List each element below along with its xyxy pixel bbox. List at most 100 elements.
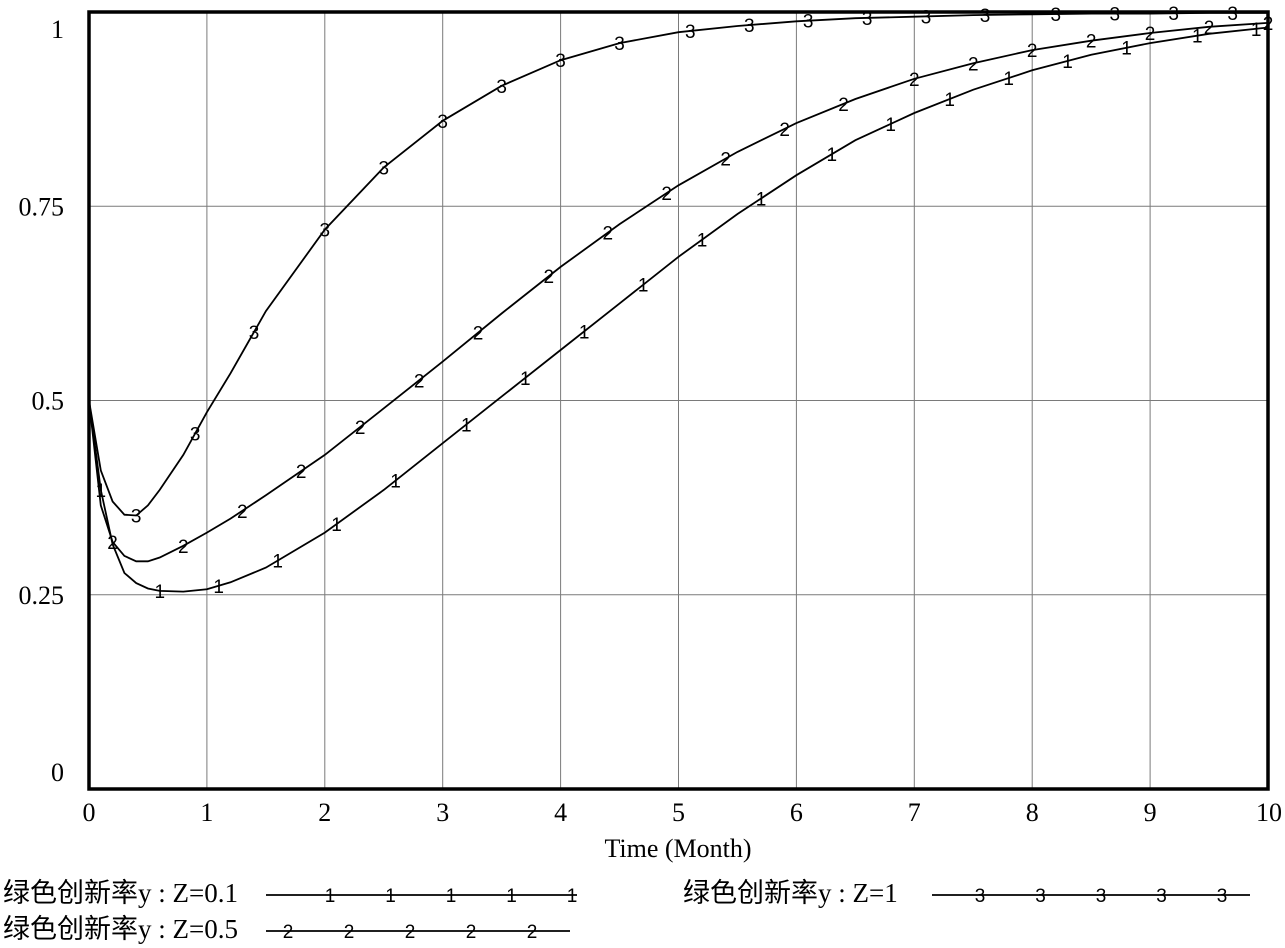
series-1-marker: 1 — [272, 552, 283, 573]
series-1-marker: 1 — [520, 369, 531, 390]
series-2-marker: 2 — [237, 502, 248, 523]
legend-label-2: 绿色创新率y : Z=0.5 — [3, 914, 238, 944]
series-2-marker: 2 — [909, 70, 920, 91]
series-2-marker: 2 — [107, 533, 118, 554]
series-1-marker: 1 — [1062, 52, 1073, 73]
series-1-marker: 1 — [697, 231, 708, 252]
legend-marker-1: 1 — [325, 886, 336, 907]
legend-marker-3: 3 — [1035, 886, 1046, 907]
series-1-marker: 1 — [213, 577, 224, 598]
series-1-marker: 1 — [944, 90, 955, 111]
legend-label-3: 绿色创新率y : Z=1 — [683, 878, 898, 908]
series-1-marker: 1 — [1003, 69, 1014, 90]
series-3-marker: 3 — [249, 323, 260, 344]
plot-area-frame — [87, 10, 1270, 791]
x-axis-ticks: 0 1 2 3 4 5 6 7 8 9 10 — [83, 798, 1283, 827]
series-1-marker: 1 — [885, 115, 896, 136]
x-tick-label: 8 — [1026, 798, 1039, 827]
series-3-marker: 3 — [1050, 5, 1061, 26]
series-3-marker: 3 — [496, 77, 507, 98]
series-1-marker: 1 — [1121, 39, 1132, 60]
series-3-marker: 3 — [1109, 5, 1120, 26]
x-tick-label: 6 — [790, 798, 803, 827]
grid — [89, 12, 1268, 789]
series-1-marker: 1 — [154, 582, 165, 603]
series-2-marker: 2 — [178, 537, 189, 558]
series-1-marker: 1 — [579, 322, 590, 343]
legend-marker-2: 2 — [344, 922, 355, 943]
series-2-marker: 2 — [661, 184, 672, 205]
series-2-marker: 2 — [720, 150, 731, 171]
series-line-2 — [88, 22, 1269, 563]
series-3-marker: 3 — [437, 112, 448, 133]
series-3-marker: 3 — [862, 9, 873, 30]
series-3-marker: 3 — [131, 506, 142, 527]
x-tick-label: 0 — [83, 798, 96, 827]
series-1-marker: 1 — [826, 145, 837, 166]
legend: 绿色创新率y : Z=0.1 1 1 1 1 1 绿色创新率y : Z=0.5 2 2 2 2 2 绿色… — [3, 878, 1250, 944]
series-3-marker: 3 — [921, 7, 932, 28]
series-3-marker: 3 — [614, 34, 625, 55]
legend-marker-3: 3 — [1096, 886, 1107, 907]
series-3-marker: 3 — [1227, 4, 1238, 25]
x-tick-label: 3 — [436, 798, 449, 827]
x-axis-label: Time (Month) — [604, 834, 751, 863]
series-3-marker: 3 — [190, 425, 201, 446]
series-lines — [88, 11, 1269, 593]
series-1-marker: 1 — [331, 515, 342, 536]
x-tick-label: 9 — [1144, 798, 1157, 827]
series-2-marker: 2 — [968, 54, 979, 75]
legend-marker-1: 1 — [446, 886, 457, 907]
series-3-marker: 3 — [980, 6, 991, 27]
x-tick-label: 5 — [672, 798, 685, 827]
series-3-marker: 3 — [744, 16, 755, 37]
series-2-marker: 2 — [296, 462, 307, 483]
series-3-marker: 3 — [1168, 4, 1179, 25]
series-3-marker: 3 — [685, 22, 696, 43]
series-2-marker: 2 — [1204, 18, 1215, 39]
series-2-marker: 2 — [779, 120, 790, 141]
y-tick-label: 0 — [51, 758, 64, 787]
series-2-marker: 2 — [1027, 41, 1038, 62]
series-1-marker: 1 — [461, 416, 472, 437]
y-tick-label: 0.75 — [19, 192, 65, 221]
legend-marker-3: 3 — [1217, 886, 1228, 907]
series-line-1 — [88, 26, 1269, 593]
series-line-3 — [88, 11, 1268, 517]
y-tick-label: 0.25 — [19, 581, 65, 610]
series-1-marker: 1 — [638, 276, 649, 297]
series-2-marker: 2 — [414, 371, 425, 392]
legend-marker-2: 2 — [405, 922, 416, 943]
y-axis-ticks: 0 0.25 0.5 0.75 1 — [19, 15, 65, 787]
series-3-marker: 3 — [555, 51, 566, 72]
series-1-marker: 1 — [96, 481, 107, 502]
legend-marker-1: 1 — [567, 886, 578, 907]
series-2-marker: 2 — [544, 267, 555, 288]
series-2-marker: 2 — [355, 418, 366, 439]
series-1-marker: 1 — [756, 189, 767, 210]
series-1-marker: 1 — [390, 472, 401, 493]
series-2-marker: 2 — [838, 95, 849, 116]
y-tick-label: 0.5 — [32, 387, 65, 416]
legend-label-1: 绿色创新率y : Z=0.1 — [3, 878, 238, 908]
legend-marker-1: 1 — [506, 886, 517, 907]
x-tick-label: 7 — [908, 798, 921, 827]
series-3-marker: 3 — [320, 221, 331, 242]
x-tick-label: 10 — [1256, 798, 1282, 827]
legend-marker-2: 2 — [283, 922, 294, 943]
legend-marker-3: 3 — [1156, 886, 1167, 907]
legend-marker-1: 1 — [385, 886, 396, 907]
series-1-marker: 1 — [1192, 27, 1203, 48]
y-tick-label: 1 — [51, 15, 64, 44]
series-2-marker: 2 — [1145, 24, 1156, 45]
legend-marker-3: 3 — [975, 886, 986, 907]
x-tick-label: 4 — [554, 798, 567, 827]
series-2-marker: 2 — [473, 324, 484, 345]
x-tick-label: 1 — [200, 798, 213, 827]
series-1-marker: 1 — [1251, 20, 1262, 41]
legend-marker-2: 2 — [527, 922, 538, 943]
legend-marker-2: 2 — [466, 922, 477, 943]
series-2-marker: 2 — [602, 224, 613, 245]
